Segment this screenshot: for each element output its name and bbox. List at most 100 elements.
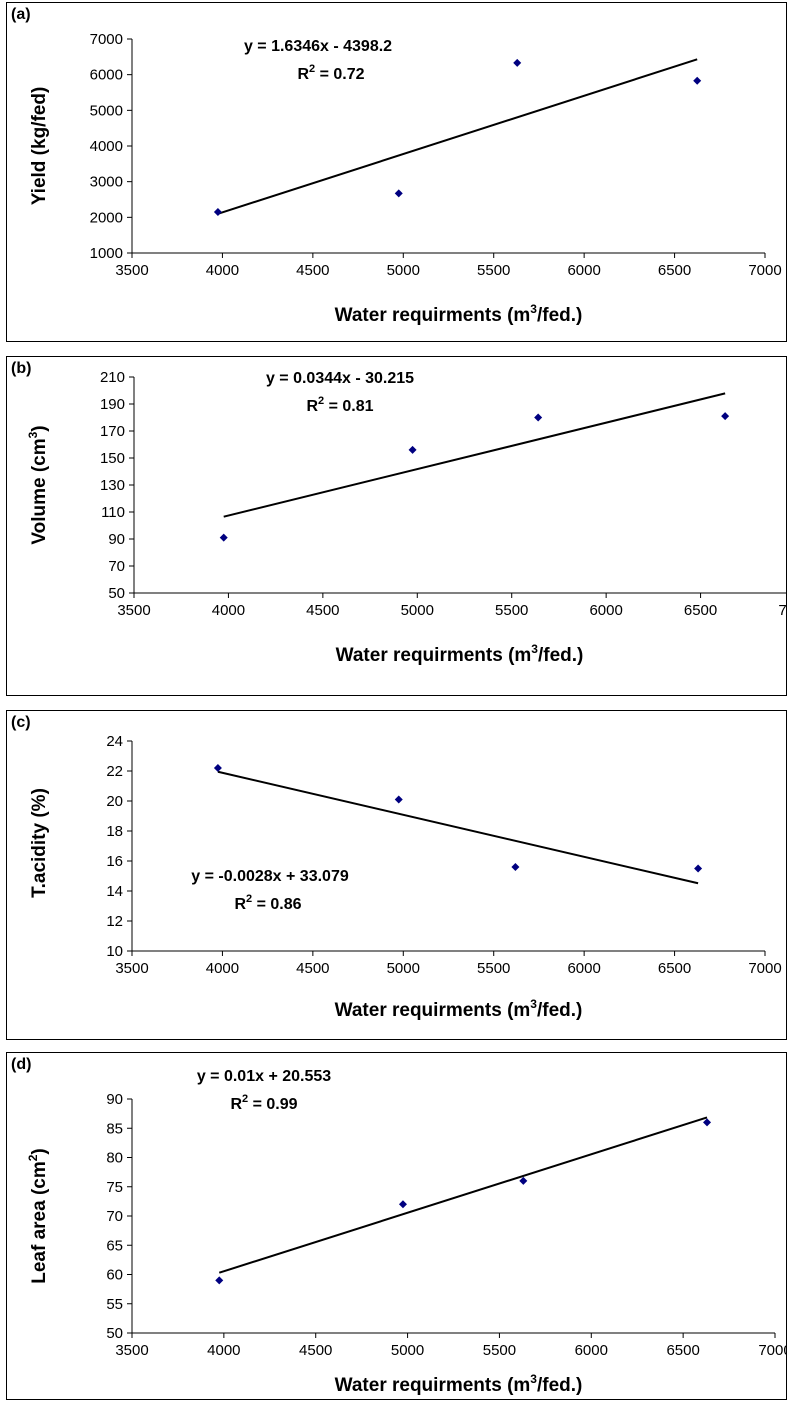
scatter-chart-a: (a) 1000 2000 3000 4000 5000 6000 7000 3500 4000 4… xyxy=(11,6,782,326)
x-tick-label: 5000 xyxy=(391,1342,424,1359)
y-axis-title: T.acidity (%) xyxy=(29,788,50,898)
data-point xyxy=(513,58,522,67)
y-tick-label: 24 xyxy=(106,733,123,750)
r-squared-label: R2 = 0.86 xyxy=(234,893,301,913)
data-point xyxy=(215,1276,224,1285)
y-tick-label: 75 xyxy=(106,1179,123,1196)
x-tick-label: 7000 xyxy=(748,960,781,977)
x-tick-label: 4000 xyxy=(207,1342,240,1359)
x-tick-label: 7000 xyxy=(778,602,787,619)
x-tick-label: 3500 xyxy=(115,262,148,279)
y-tick-label: 80 xyxy=(106,1150,123,1167)
x-tick-label: 5500 xyxy=(477,960,510,977)
y-tick-label: 7000 xyxy=(90,31,123,48)
x-tick-label: 4000 xyxy=(206,262,239,279)
y-tick-label: 10 xyxy=(106,943,123,960)
y-axis-title: Leaf area (cm2) xyxy=(26,1148,50,1284)
x-axis-title: Water requirments (m3/fed.) xyxy=(335,1372,583,1396)
panel-label: (a) xyxy=(11,6,31,23)
data-point xyxy=(534,413,543,422)
x-tick-label: 3500 xyxy=(115,960,148,977)
x-tick-label: 4000 xyxy=(206,960,239,977)
y-tick-label: 6000 xyxy=(90,67,123,84)
y-tick-label: 4000 xyxy=(90,138,123,155)
y-tick-label: 50 xyxy=(108,585,125,602)
x-tick-label: 6000 xyxy=(567,262,600,279)
y-tick-label: 50 xyxy=(106,1325,123,1342)
y-tick-label: 90 xyxy=(108,531,125,548)
trendline xyxy=(218,1116,708,1274)
x-tick-label: 5000 xyxy=(401,602,434,619)
y-tick-label: 20 xyxy=(106,793,123,810)
data-point xyxy=(694,864,703,873)
y-tick-label: 190 xyxy=(100,396,125,413)
y-tick-label: 12 xyxy=(106,913,123,930)
chart-panel-d: (d) 50 55 60 65 70 75 80 85 90 3500 4000 4500 5000 550… xyxy=(6,1052,787,1400)
x-tick-label: 7000 xyxy=(758,1342,787,1359)
chart-panel-a: (a) 1000 2000 3000 4000 5000 6000 7000 3500 4000 4… xyxy=(6,2,787,342)
chart-panel-b: (b) 50 70 90 110 130 150 170 190 210 3500 4000 4500 5… xyxy=(6,356,787,696)
y-tick-label: 5000 xyxy=(90,102,123,119)
x-tick-label: 5000 xyxy=(387,262,420,279)
trendline-equation: y = -0.0028x + 33.079 xyxy=(191,868,349,885)
x-tick-label: 6500 xyxy=(658,960,691,977)
y-tick-label: 1000 xyxy=(90,245,123,262)
panel-label: (c) xyxy=(11,714,31,731)
x-tick-label: 3500 xyxy=(115,1342,148,1359)
x-tick-label: 6000 xyxy=(575,1342,608,1359)
data-point xyxy=(511,863,520,871)
y-tick-label: 70 xyxy=(106,1208,123,1225)
y-tick-label: 90 xyxy=(106,1091,123,1108)
y-tick-label: 60 xyxy=(106,1267,123,1284)
y-axis-title: Volume (cm3) xyxy=(26,425,50,544)
x-tick-label: 4500 xyxy=(299,1342,332,1359)
y-tick-label: 55 xyxy=(106,1296,123,1313)
r-squared-label: R2 = 0.72 xyxy=(297,63,364,83)
x-tick-label: 4500 xyxy=(296,960,329,977)
x-tick-label: 4000 xyxy=(212,602,245,619)
y-tick-label: 16 xyxy=(106,853,123,870)
x-tick-label: 5500 xyxy=(483,1342,516,1359)
x-tick-label: 5000 xyxy=(387,960,420,977)
y-tick-label: 110 xyxy=(101,504,125,521)
x-axis-title: Water requirments (m3/fed.) xyxy=(335,302,583,326)
panel-label: (b) xyxy=(11,360,31,377)
y-tick-label: 210 xyxy=(100,369,125,386)
data-point xyxy=(398,1200,407,1209)
x-tick-label: 4500 xyxy=(296,262,329,279)
x-axis-title: Water requirments (m3/fed.) xyxy=(335,997,583,1021)
x-axis-title: Water requirments (m3/fed.) xyxy=(336,642,584,666)
trendline-equation: y = 0.0344x - 30.215 xyxy=(266,370,414,387)
scatter-chart-b: (b) 50 70 90 110 130 150 170 190 210 3500 4000 4500 5… xyxy=(11,360,787,666)
y-tick-label: 85 xyxy=(106,1120,123,1137)
data-point xyxy=(213,764,222,772)
chart-panel-c: (c) 10 12 14 16 18 20 22 24 3500 4000 4500 5000 5500 6… xyxy=(6,710,787,1040)
data-point xyxy=(721,412,730,421)
data-point xyxy=(213,207,222,216)
y-axis-title: Yield (kg/fed) xyxy=(29,87,50,206)
y-tick-label: 3000 xyxy=(90,174,123,191)
y-tick-label: 18 xyxy=(106,823,123,840)
y-tick-label: 170 xyxy=(100,423,125,440)
data-point xyxy=(394,795,403,804)
x-tick-label: 6000 xyxy=(567,960,600,977)
y-tick-label: 22 xyxy=(106,763,123,780)
x-tick-label: 5500 xyxy=(495,602,528,619)
r-squared-label: R2 = 0.99 xyxy=(230,1093,297,1113)
x-tick-label: 7000 xyxy=(748,262,781,279)
x-tick-label: 4500 xyxy=(306,602,339,619)
y-tick-label: 14 xyxy=(106,883,123,900)
trendline xyxy=(223,392,726,518)
data-point xyxy=(519,1176,528,1185)
x-tick-label: 6500 xyxy=(658,262,691,279)
x-tick-label: 5500 xyxy=(477,262,510,279)
y-tick-label: 70 xyxy=(108,558,125,575)
data-point xyxy=(219,533,228,542)
trendline-equation: y = 0.01x + 20.553 xyxy=(197,1068,331,1085)
trendline-equation: y = 1.6346x - 4398.2 xyxy=(244,38,392,55)
y-tick-label: 150 xyxy=(100,450,125,467)
trendline xyxy=(217,58,698,215)
data-point xyxy=(408,445,417,454)
y-tick-label: 65 xyxy=(106,1237,123,1254)
y-tick-label: 130 xyxy=(100,477,125,494)
